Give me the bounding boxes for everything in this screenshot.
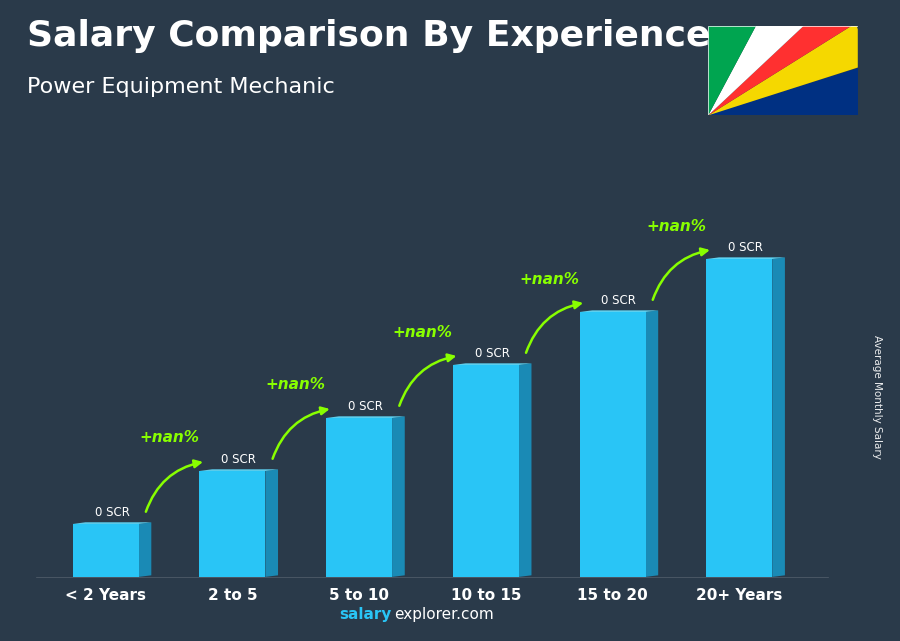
Polygon shape [708, 26, 804, 115]
Bar [580, 312, 645, 577]
Polygon shape [200, 469, 278, 471]
Text: +nan%: +nan% [646, 219, 706, 233]
Polygon shape [73, 522, 151, 524]
Text: explorer.com: explorer.com [394, 607, 494, 622]
Text: Average Monthly Salary: Average Monthly Salary [872, 335, 883, 460]
Polygon shape [326, 417, 405, 418]
Polygon shape [708, 26, 756, 115]
Text: +nan%: +nan% [266, 378, 326, 392]
Text: 0 SCR: 0 SCR [728, 241, 763, 254]
Text: +nan%: +nan% [519, 272, 580, 287]
Text: 0 SCR: 0 SCR [221, 453, 256, 466]
Polygon shape [266, 469, 278, 577]
Bar [200, 471, 266, 577]
Polygon shape [580, 310, 658, 312]
Polygon shape [706, 258, 785, 259]
Text: +nan%: +nan% [140, 431, 199, 445]
Text: salary: salary [339, 607, 392, 622]
Text: 0 SCR: 0 SCR [475, 347, 509, 360]
Polygon shape [708, 67, 858, 115]
Polygon shape [708, 26, 858, 115]
Polygon shape [518, 363, 532, 577]
Bar [453, 365, 518, 577]
Polygon shape [392, 417, 405, 577]
Polygon shape [453, 363, 532, 365]
Polygon shape [139, 522, 151, 577]
Polygon shape [645, 310, 658, 577]
Bar [706, 259, 772, 577]
Text: Power Equipment Mechanic: Power Equipment Mechanic [27, 77, 335, 97]
Text: 0 SCR: 0 SCR [348, 400, 382, 413]
Polygon shape [772, 258, 785, 577]
Bar [326, 418, 392, 577]
Text: +nan%: +nan% [392, 324, 453, 340]
Text: Salary Comparison By Experience: Salary Comparison By Experience [27, 19, 710, 53]
Text: 0 SCR: 0 SCR [94, 506, 130, 519]
Text: 0 SCR: 0 SCR [601, 294, 636, 307]
Polygon shape [708, 26, 851, 115]
Bar [73, 524, 139, 577]
